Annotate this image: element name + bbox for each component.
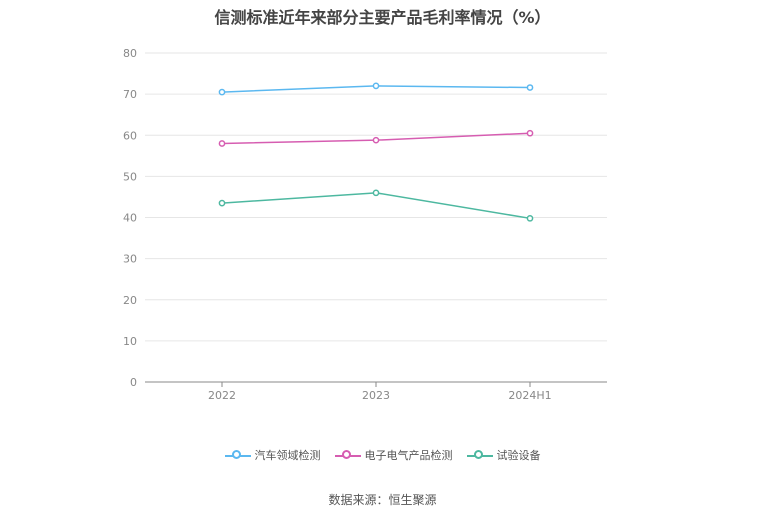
chart-title: 信测标准近年来部分主要产品毛利率情况（%）: [214, 8, 551, 27]
gridlines: [145, 52, 607, 342]
series-1: [218, 129, 534, 147]
data-point: [218, 88, 226, 96]
series-line: [221, 192, 531, 220]
legend-label: 试验设备: [496, 449, 541, 462]
y-tick-label: 10: [123, 335, 137, 348]
y-tick-label: 80: [123, 47, 137, 60]
y-tick-label: 50: [123, 170, 137, 183]
data-point: [218, 199, 226, 207]
data-point: [526, 84, 534, 91]
legend: 汽车领域检测 电子电气产品检测 试验设备: [0, 447, 765, 463]
x-tick-label: 2022: [208, 389, 236, 402]
y-tick-label: 30: [123, 253, 137, 266]
legend-marker-icon: [224, 448, 251, 462]
series-2: [218, 189, 534, 222]
data-point: [526, 129, 534, 137]
legend-item[interactable]: 试验设备: [466, 447, 541, 463]
y-tick-label: 20: [123, 294, 137, 307]
data-point: [218, 140, 226, 147]
legend-item[interactable]: 汽车领域检测: [224, 447, 321, 463]
axes: 0 10 20 30 40 50 60 70 80 2022 2023 2024H1: [123, 47, 607, 402]
y-tick-label: 0: [130, 376, 137, 389]
data-point: [372, 82, 380, 90]
x-tick-label: 2024H1: [508, 389, 551, 402]
legend-marker-icon: [334, 448, 361, 462]
data-point: [372, 136, 380, 144]
y-tick-label: 60: [123, 129, 137, 142]
legend-item[interactable]: 电子电气产品检测: [334, 447, 453, 463]
legend-marker-icon: [466, 448, 493, 462]
data-point: [526, 214, 534, 222]
y-tick-label: 70: [123, 88, 137, 101]
legend-label: 汽车领域检测: [254, 449, 321, 462]
data-source: 数据来源：恒生聚源: [328, 493, 437, 507]
y-tick-label: 40: [123, 212, 137, 225]
legend-label: 电子电气产品检测: [364, 449, 453, 462]
x-tick-label: 2023: [362, 389, 390, 402]
data-point: [372, 189, 380, 197]
series: [218, 82, 534, 222]
series-0: [218, 82, 534, 96]
